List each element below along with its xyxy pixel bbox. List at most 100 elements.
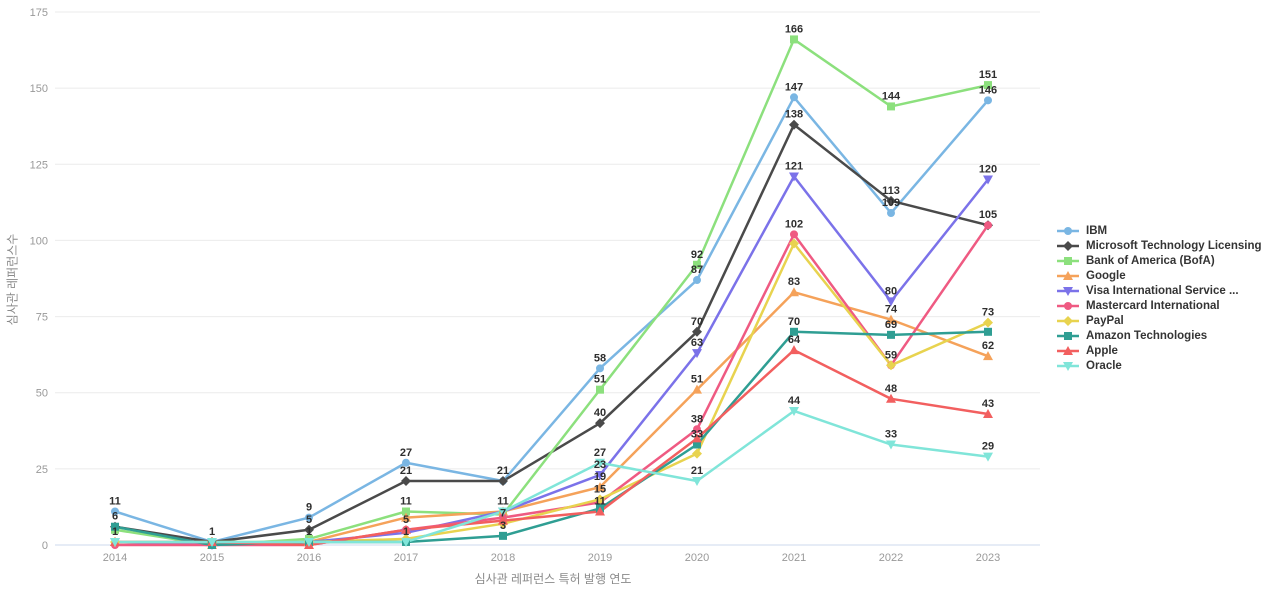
data-point[interactable]: [498, 507, 508, 517]
data-point[interactable]: [789, 406, 799, 416]
legend-item-mastercard-international[interactable]: Mastercard International: [1056, 298, 1262, 313]
data-point[interactable]: [886, 440, 896, 450]
data-point-label: 120: [979, 164, 997, 176]
data-point[interactable]: [789, 345, 799, 355]
data-point[interactable]: [595, 418, 605, 429]
x-tick-label: 2017: [394, 552, 418, 564]
x-tick-label: 2015: [200, 552, 224, 564]
data-point[interactable]: [983, 351, 993, 361]
x-tick-label: 2018: [491, 552, 515, 564]
data-point[interactable]: [692, 384, 702, 394]
data-point[interactable]: [402, 507, 410, 516]
data-point[interactable]: [693, 440, 701, 449]
data-point[interactable]: [789, 238, 799, 249]
data-point[interactable]: [595, 482, 605, 492]
data-point[interactable]: [304, 537, 314, 547]
data-point-label: 11: [400, 495, 412, 507]
data-point[interactable]: [983, 452, 993, 462]
data-point-label: 15: [594, 483, 606, 495]
data-point[interactable]: [110, 537, 120, 547]
data-point: [1063, 240, 1073, 251]
data-point[interactable]: [984, 221, 992, 230]
legend-item-apple[interactable]: Apple: [1056, 344, 1262, 359]
data-point[interactable]: [984, 81, 992, 90]
data-point-label: 83: [788, 276, 800, 288]
data-point[interactable]: [887, 209, 895, 218]
data-point[interactable]: [983, 317, 993, 328]
legend-item-bank-of-america-bofa[interactable]: Bank of America (BofA): [1056, 253, 1262, 268]
y-tick-label: 100: [30, 235, 48, 247]
data-point[interactable]: [886, 195, 896, 206]
data-point[interactable]: [789, 119, 799, 130]
legend-marker-icon: [1057, 226, 1079, 235]
data-point-label: 87: [691, 264, 703, 276]
data-point[interactable]: [790, 230, 798, 239]
series-line: [113, 348, 990, 547]
data-point[interactable]: [498, 476, 508, 487]
data-point[interactable]: [983, 175, 993, 185]
legend-marker-icon: [1057, 302, 1079, 311]
legend-label: IBM: [1086, 224, 1108, 237]
data-point[interactable]: [983, 409, 993, 419]
data-point[interactable]: [692, 448, 702, 459]
data-point-label: 5: [403, 514, 409, 526]
data-point[interactable]: [886, 393, 896, 403]
legend-item-amazon-technologies[interactable]: Amazon Technologies: [1056, 329, 1262, 344]
data-point[interactable]: [595, 506, 605, 516]
data-point[interactable]: [111, 507, 119, 516]
data-point-label: 21: [497, 465, 509, 477]
data-point[interactable]: [207, 537, 217, 547]
data-point-label: 6: [112, 511, 118, 523]
data-point[interactable]: [692, 326, 702, 337]
data-point[interactable]: [886, 360, 896, 371]
data-point[interactable]: [402, 458, 410, 467]
series-line: [113, 330, 990, 547]
data-point[interactable]: [401, 537, 411, 547]
legend-item-paypal[interactable]: PayPal: [1056, 314, 1262, 329]
legend-item-microsoft-technology-licensing[interactable]: Microsoft Technology Licensing: [1056, 238, 1262, 253]
data-point[interactable]: [401, 512, 411, 522]
data-point[interactable]: [692, 433, 702, 443]
chart-legend: IBM Microsoft Technology Licensing Bank of…: [1056, 223, 1262, 374]
data-point[interactable]: [887, 330, 895, 339]
legend-marker-icon: [1057, 332, 1079, 341]
data-point[interactable]: [595, 458, 605, 468]
data-point[interactable]: [790, 35, 798, 44]
data-point[interactable]: [596, 364, 604, 373]
data-point[interactable]: [304, 524, 314, 535]
x-tick-label: 2019: [588, 552, 612, 564]
data-point[interactable]: [692, 349, 702, 359]
data-point[interactable]: [886, 297, 896, 307]
data-point[interactable]: [305, 513, 313, 522]
data-point-label: 48: [885, 383, 897, 395]
data-point[interactable]: [595, 470, 605, 480]
legend-item-ibm[interactable]: IBM: [1056, 223, 1262, 238]
data-point[interactable]: [401, 476, 411, 487]
data-point[interactable]: [111, 522, 119, 531]
legend-item-google[interactable]: Google: [1056, 268, 1262, 283]
data-point[interactable]: [692, 477, 702, 487]
data-point[interactable]: [887, 102, 895, 111]
data-point[interactable]: [596, 385, 604, 394]
data-point[interactable]: [790, 327, 798, 336]
data-point[interactable]: [886, 314, 896, 324]
y-tick-label: 50: [36, 388, 48, 400]
legend-item-visa-international-service[interactable]: Visa International Service ...: [1056, 283, 1262, 298]
data-point[interactable]: [790, 93, 798, 102]
series-line: [113, 409, 990, 544]
data-point[interactable]: [789, 172, 799, 182]
data-point[interactable]: [498, 515, 508, 525]
data-point[interactable]: [595, 494, 605, 505]
data-point[interactable]: [693, 276, 701, 285]
legend-marker-icon: [1057, 362, 1079, 372]
data-point[interactable]: [789, 287, 799, 297]
legend-marker-icon: [1057, 256, 1079, 265]
data-point[interactable]: [984, 96, 992, 105]
data-point[interactable]: [693, 260, 701, 269]
legend-item-oracle[interactable]: Oracle: [1056, 359, 1262, 374]
data-point[interactable]: [499, 531, 507, 540]
data-point[interactable]: [401, 524, 411, 534]
data-point[interactable]: [984, 327, 992, 336]
data-point[interactable]: [693, 425, 701, 434]
markers-layer: [110, 35, 993, 550]
